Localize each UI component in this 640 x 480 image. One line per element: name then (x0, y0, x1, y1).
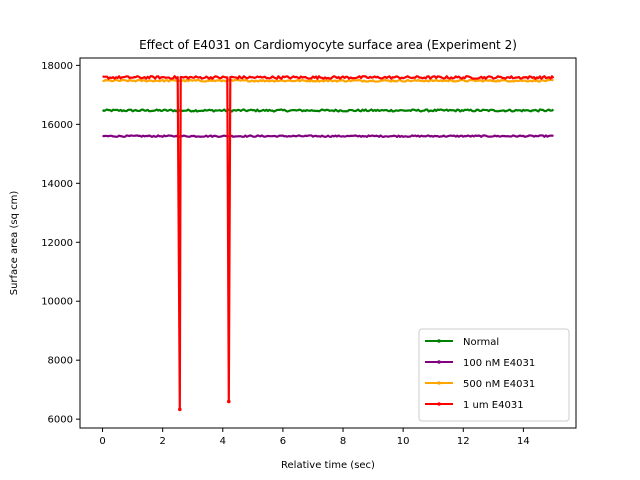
y-tick-label: 12000 (41, 238, 73, 249)
y-tick-label: 18000 (41, 61, 73, 72)
legend-label-0: Normal (463, 337, 499, 348)
legend-marker-1 (437, 360, 441, 364)
legend-marker-2 (437, 381, 441, 385)
series-line-1 (103, 135, 554, 136)
series-point-3-0 (178, 408, 182, 412)
x-tick-label: 2 (159, 436, 165, 447)
x-tick-label: 14 (517, 436, 530, 447)
x-tick-label: 12 (457, 436, 470, 447)
y-tick-label: 8000 (48, 356, 73, 367)
x-tick-label: 8 (340, 436, 346, 447)
y-axis-label: Surface area (sq cm) (9, 191, 20, 296)
x-tick-label: 10 (397, 436, 410, 447)
series-point-3-1 (227, 400, 231, 404)
x-tick-label: 4 (220, 436, 226, 447)
legend-label-2: 500 nM E4031 (463, 379, 535, 390)
legend-label-1: 100 nM E4031 (463, 358, 535, 369)
x-tick-label: 6 (280, 436, 286, 447)
x-axis-label: Relative time (sec) (281, 460, 375, 471)
x-tick-label: 0 (99, 436, 105, 447)
y-tick-label: 10000 (41, 297, 73, 308)
legend-label-3: 1 um E4031 (463, 400, 524, 411)
y-tick-label: 16000 (41, 120, 73, 131)
chart-title: Effect of E4031 on Cardiomyocyte surface… (139, 38, 517, 52)
legend: Normal 100 nM E4031 500 nM E4031 1 um E4031 (419, 329, 569, 421)
legend-marker-3 (437, 402, 441, 406)
y-tick-label: 6000 (48, 415, 73, 426)
legend-marker-0 (437, 339, 441, 343)
y-tick-label: 14000 (41, 179, 73, 190)
